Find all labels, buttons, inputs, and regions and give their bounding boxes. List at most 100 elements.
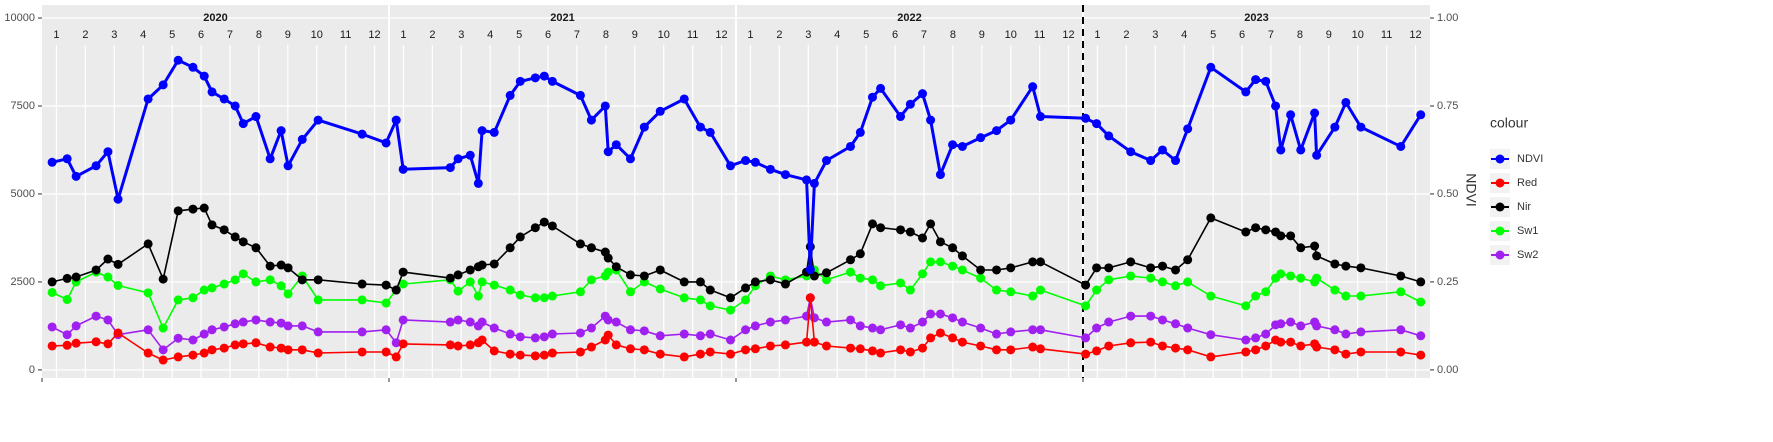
point (1104, 341, 1114, 351)
point (1310, 241, 1320, 251)
x-month-label: 7 (574, 29, 580, 41)
point (283, 289, 293, 299)
point (1341, 329, 1351, 339)
point (219, 343, 229, 353)
point (1330, 122, 1340, 132)
x-month-label: 10 (311, 29, 323, 41)
point (1276, 145, 1286, 155)
point (1146, 311, 1156, 321)
point (896, 345, 906, 355)
x-month-label: 7 (227, 29, 233, 41)
point (1330, 259, 1340, 269)
point (1206, 213, 1216, 223)
point (465, 317, 475, 327)
point (679, 293, 689, 303)
point (876, 348, 886, 358)
point (611, 262, 621, 272)
point (505, 349, 515, 359)
point (1104, 317, 1114, 327)
legend-label: Red (1517, 177, 1537, 189)
point (957, 251, 967, 261)
point (530, 293, 540, 303)
point (1356, 122, 1366, 132)
x-month-label: 6 (198, 29, 204, 41)
point (586, 323, 596, 333)
point (726, 305, 736, 315)
y2-tick-label: 0.75 (1437, 100, 1458, 112)
point (741, 295, 751, 305)
point (603, 315, 613, 325)
point (586, 275, 596, 285)
point (219, 279, 229, 289)
point (802, 337, 812, 347)
point (62, 340, 72, 350)
point (1126, 147, 1136, 157)
point (445, 317, 455, 327)
legend-point (1495, 154, 1505, 164)
point (655, 284, 665, 294)
point (158, 355, 168, 365)
facet-label: 2023 (1244, 12, 1268, 24)
point (575, 328, 585, 338)
point (1261, 287, 1271, 297)
point (381, 280, 391, 290)
x-month-label: 11 (340, 29, 351, 41)
point (1081, 333, 1091, 343)
point (230, 275, 240, 285)
x-month-label: 5 (169, 29, 175, 41)
point (465, 150, 475, 160)
point (918, 317, 928, 327)
point (809, 337, 819, 347)
point (1146, 337, 1156, 347)
point (948, 333, 958, 343)
point (158, 80, 168, 90)
point (957, 265, 967, 275)
point (976, 133, 986, 143)
point (1396, 271, 1406, 281)
point (391, 338, 401, 348)
point (489, 127, 499, 137)
point (251, 277, 261, 287)
point (158, 345, 168, 355)
point (1296, 321, 1306, 331)
point (530, 73, 540, 83)
point (726, 293, 736, 303)
point (1286, 317, 1296, 327)
point (1092, 263, 1102, 273)
point (896, 225, 906, 235)
x-month-label: 1 (400, 29, 406, 41)
point (765, 275, 775, 285)
point (103, 339, 113, 349)
point (505, 285, 515, 295)
point (1251, 75, 1261, 85)
point (1126, 271, 1136, 281)
point (846, 343, 856, 353)
point (283, 263, 293, 273)
point (822, 268, 832, 278)
point (705, 347, 715, 357)
point (1206, 62, 1216, 72)
point (822, 341, 832, 351)
point (1028, 257, 1038, 267)
point (453, 341, 463, 351)
y-tick-label: 0 (29, 364, 35, 376)
point (71, 321, 81, 331)
point (905, 99, 915, 109)
point (91, 265, 101, 275)
point (822, 156, 832, 166)
point (515, 232, 525, 242)
point (1396, 287, 1406, 297)
point (188, 293, 198, 303)
point (765, 164, 775, 174)
point (655, 265, 665, 275)
point (547, 329, 557, 339)
point (453, 315, 463, 325)
point (265, 317, 275, 327)
y2-tick-label: 1.00 (1437, 12, 1458, 24)
point (547, 291, 557, 301)
point (1146, 156, 1156, 166)
point (398, 267, 408, 277)
point (1171, 343, 1181, 353)
point (71, 171, 81, 181)
point (918, 233, 928, 243)
